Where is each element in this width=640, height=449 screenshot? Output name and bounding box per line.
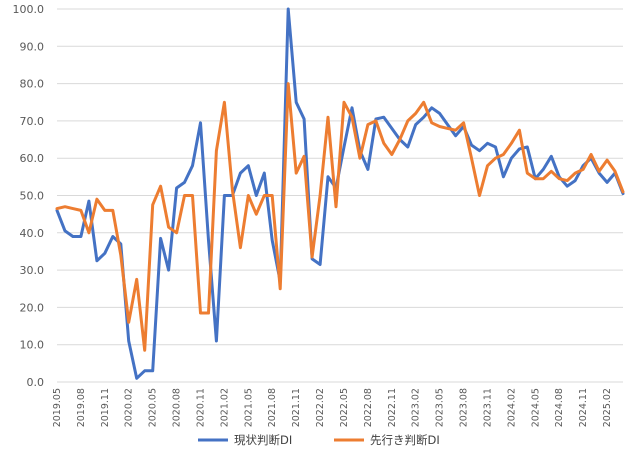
x-tick-label: 2020.02 — [124, 388, 135, 427]
y-tick-label: 40.0 — [20, 227, 45, 240]
x-tick-label: 2024.05 — [530, 388, 541, 427]
legend-label-current-di: 現状判断DI — [234, 433, 292, 447]
x-tick-label: 2022.11 — [387, 388, 398, 427]
y-tick-label: 20.0 — [20, 301, 45, 314]
x-tick-label: 2019.11 — [100, 388, 111, 427]
legend: 現状判断DI 先行き判断DI — [198, 433, 440, 447]
y-tick-label: 30.0 — [20, 264, 45, 277]
x-tick-label: 2019.05 — [52, 388, 63, 427]
x-tick-label: 2019.08 — [76, 388, 87, 427]
x-tick-label: 2020.08 — [172, 388, 183, 427]
y-tick-label: 90.0 — [20, 40, 45, 53]
x-tick-label: 2024.08 — [554, 388, 565, 427]
series-lines — [55, 7, 625, 380]
x-tick-label: 2023.02 — [411, 388, 422, 427]
y-tick-label: 80.0 — [20, 78, 45, 91]
x-tick-label: 2022.05 — [339, 388, 350, 427]
y-axis: 0.0 10.0 20.0 30.0 40.0 50.0 60.0 70.0 80.0 90.0 1… — [13, 3, 45, 389]
x-tick-label: 2024.02 — [506, 388, 517, 427]
y-tick-label: 100.0 — [13, 3, 45, 16]
x-tick-label: 2023.08 — [459, 388, 470, 427]
y-tick-label: 70.0 — [20, 115, 45, 128]
x-tick-label: 2021.02 — [219, 388, 230, 427]
series-line-outlook-di — [55, 82, 625, 352]
x-tick-label: 2022.02 — [315, 388, 326, 427]
y-tick-label: 0.0 — [27, 376, 45, 389]
x-tick-label: 2025.02 — [602, 388, 613, 427]
y-tick-label: 50.0 — [20, 190, 45, 203]
x-tick-label: 2020.11 — [195, 388, 206, 427]
x-tick-label: 2022.08 — [363, 388, 374, 427]
x-tick-label: 2021.05 — [243, 388, 254, 427]
x-tick-label: 2023.11 — [482, 388, 493, 427]
y-tick-label: 10.0 — [20, 339, 45, 352]
x-tick-label: 2024.11 — [578, 388, 589, 427]
x-tick-label: 2021.08 — [267, 388, 278, 427]
x-axis: 2019.05 2019.08 2019.11 2020.02 2020.05 2020.… — [52, 388, 613, 427]
x-tick-label: 2023.05 — [435, 388, 446, 427]
x-tick-label: 2020.05 — [148, 388, 159, 427]
legend-label-outlook-di: 先行き判断DI — [370, 433, 440, 447]
gridlines — [57, 8, 623, 383]
y-tick-label: 60.0 — [20, 152, 45, 165]
x-tick-label: 2021.11 — [291, 388, 302, 427]
